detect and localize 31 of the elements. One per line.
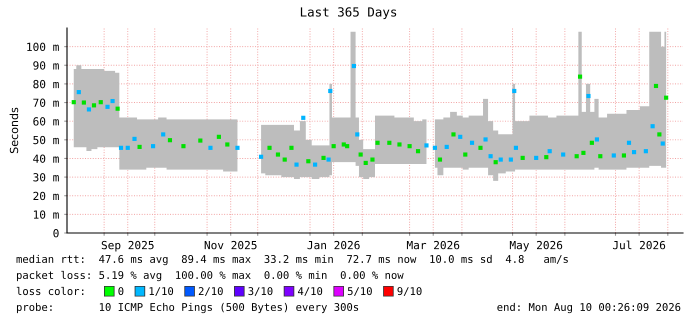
y-tick-label: 0 <box>53 229 59 238</box>
text: packet loss: 5.19 % avg 100.00 % max 0.00 % min 0.00 % now <box>16 270 404 282</box>
y-tick-label: 100 m <box>27 42 59 52</box>
y-tick-label: 50 m <box>33 136 59 144</box>
y-tick-label: 10 m <box>34 210 59 219</box>
legend-label: 5/10 <box>348 287 372 296</box>
x-tick-label: Nov 2025 <box>204 240 257 250</box>
legend-label: 9/10 <box>397 287 422 296</box>
legend-label: 3/10 <box>248 287 272 296</box>
x-tick-label: Jan 2026 <box>307 240 360 250</box>
y-axis-title: Seconds <box>10 108 18 154</box>
text: probe: 10 ICMP Echo Pings (500 Bytes) every 300s <box>16 302 358 314</box>
text: median rtt: 47.6 ms avg 89.4 ms max 33.2 ms min 72.7 ms now 10.0 ms sd 4.8 am/s <box>16 254 568 266</box>
x-tick-label: May 2026 <box>510 240 562 252</box>
y-tick-label: 30 m <box>33 173 59 182</box>
y-tick-label: 20 m <box>33 192 59 200</box>
legend-label: 0 <box>118 287 124 296</box>
x-tick-label: Jul 2026 <box>612 240 666 250</box>
legend-label: 2/10 <box>198 287 223 296</box>
y-tick-label: 60 m <box>33 117 59 126</box>
y-tick-label: 40 m <box>33 154 59 163</box>
x-tick-label: Mar 2026 <box>406 240 460 250</box>
legend-title: loss color: <box>16 286 84 296</box>
y-tick-label: 90 m <box>33 61 59 70</box>
y-tick-label: 70 m <box>33 98 59 107</box>
text: end: Mon Aug 10 00:26:09 2026 <box>497 302 680 314</box>
legend-label: 1/10 <box>150 287 174 296</box>
y-tick-label: 80 m <box>33 80 59 88</box>
legend-label: 4/10 <box>298 287 322 296</box>
x-tick-label: Sep 2025 <box>102 240 154 252</box>
chart-title: Last 365 Days <box>300 7 396 20</box>
